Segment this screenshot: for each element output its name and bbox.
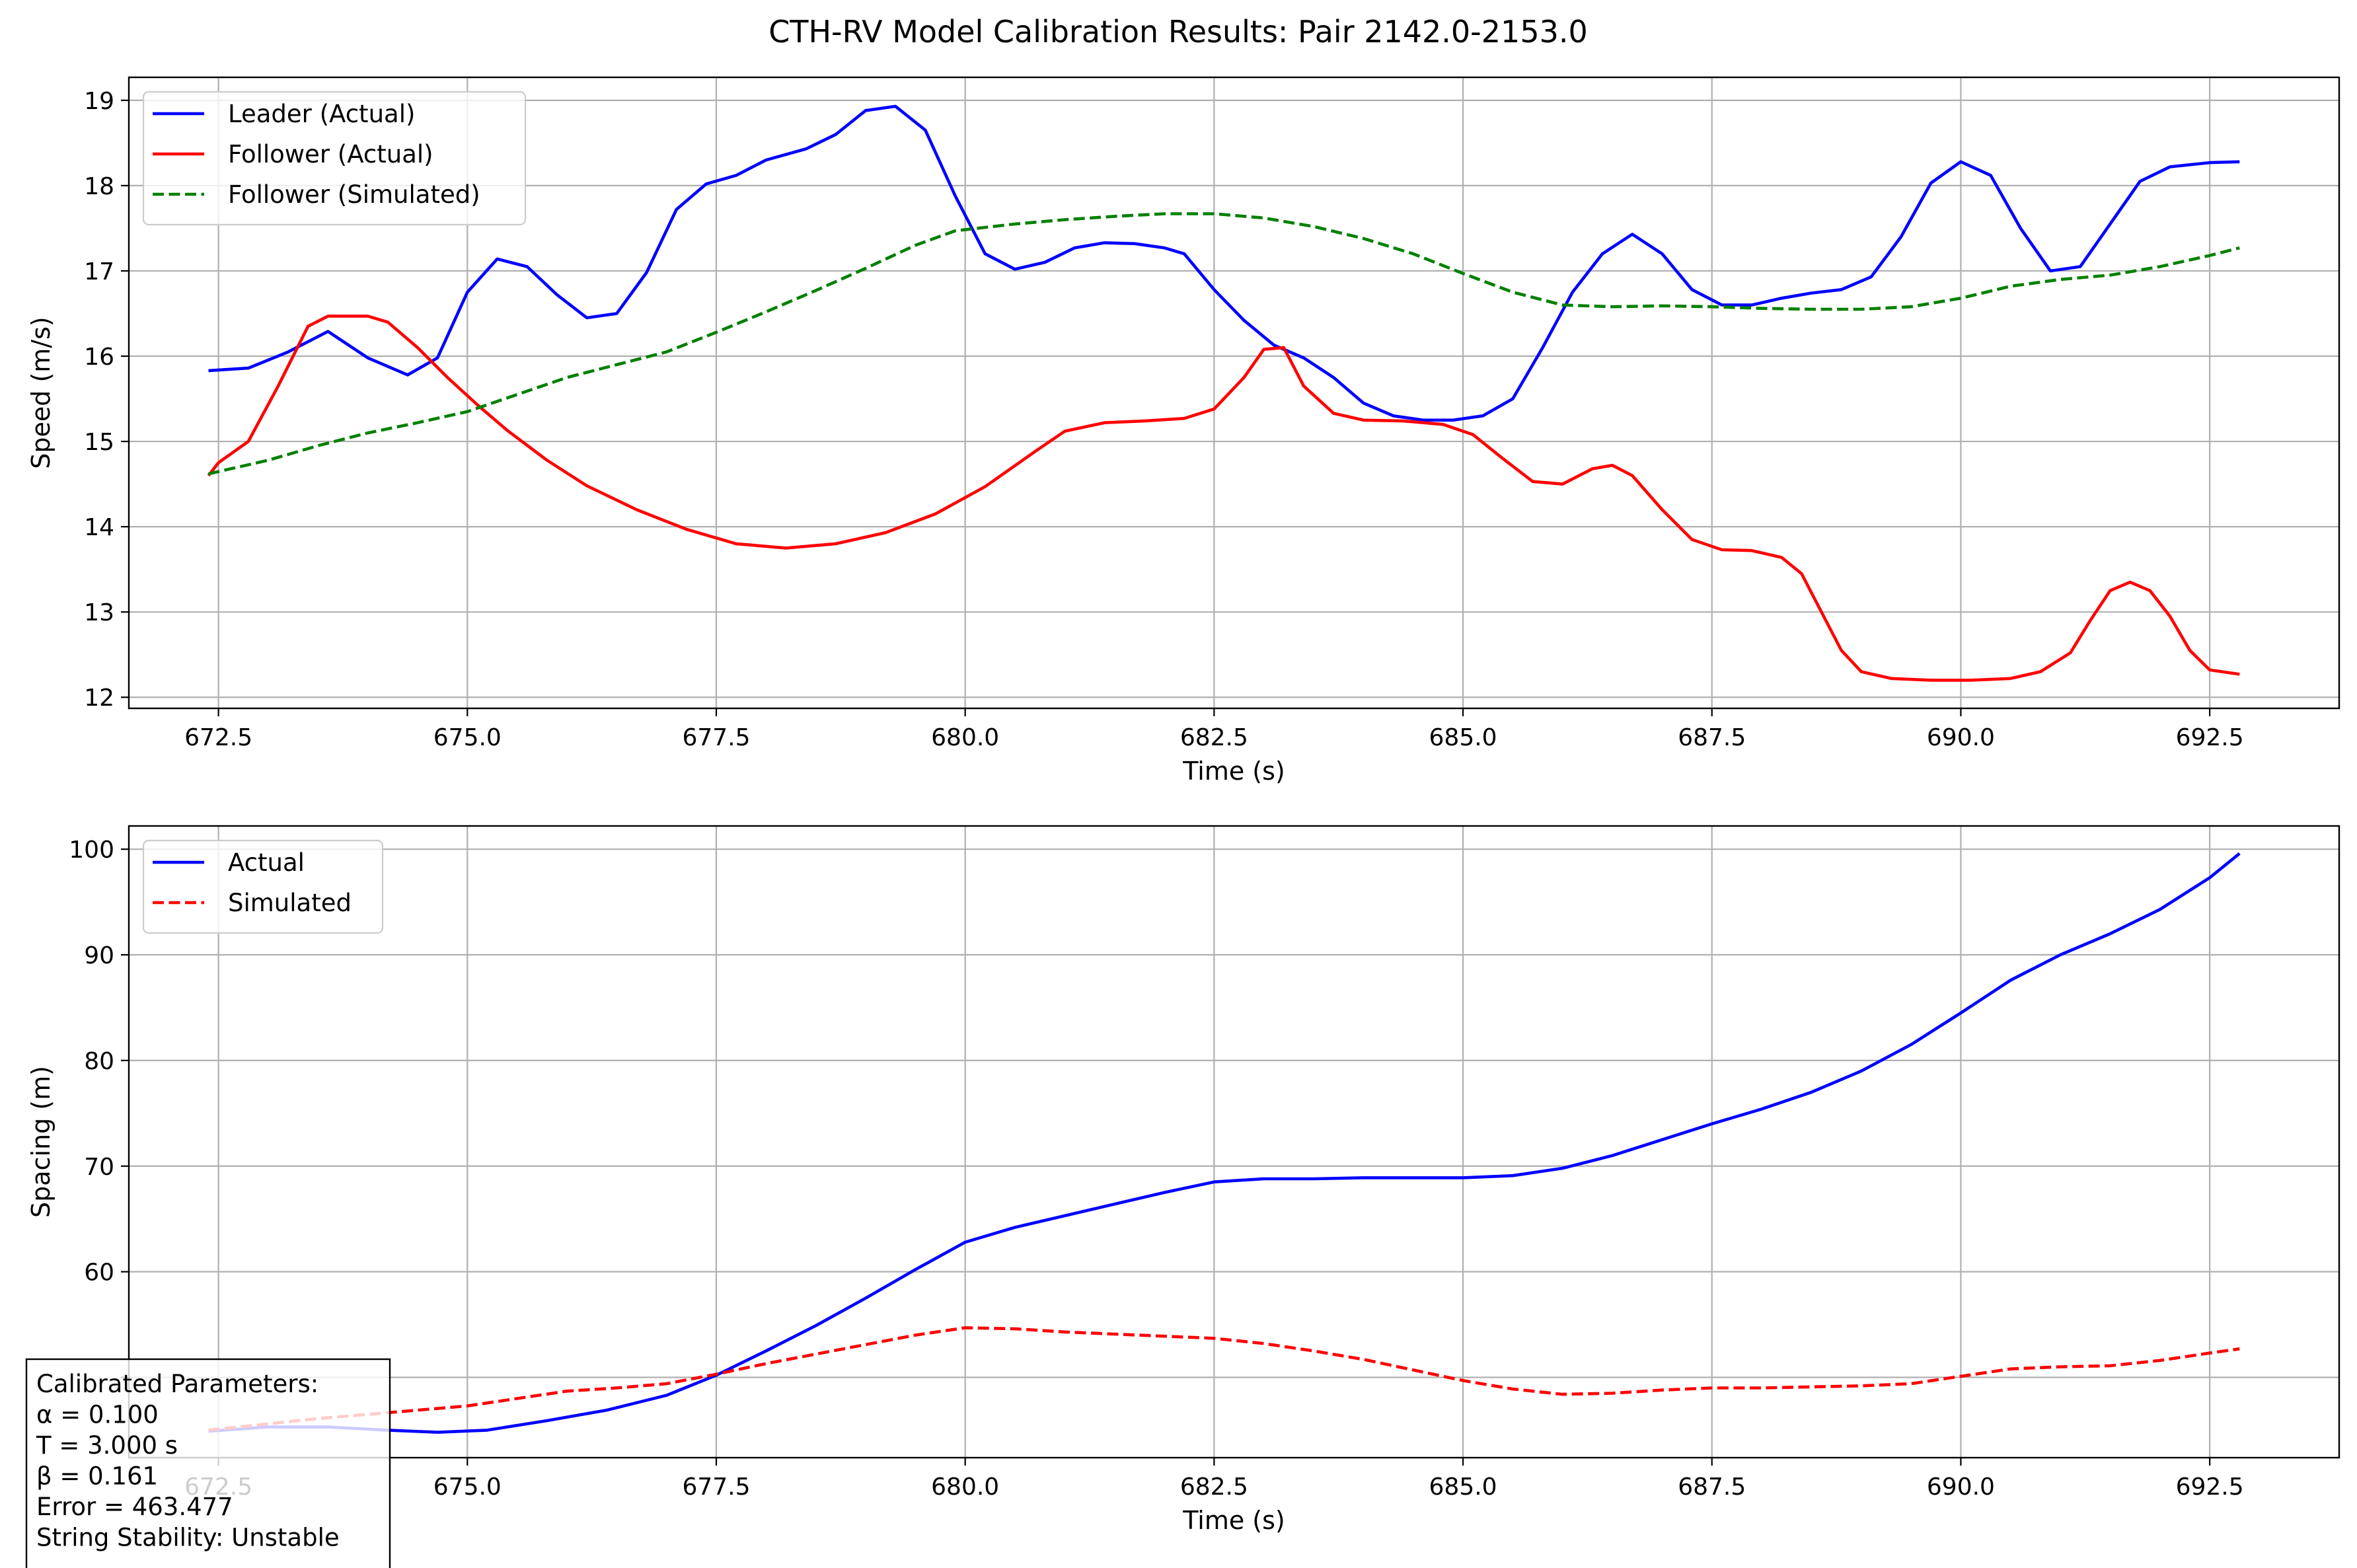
series-line-actual bbox=[208, 852, 2241, 1434]
series-line-follower-simulated bbox=[207, 212, 2240, 476]
y-tick-label: 12 bbox=[84, 685, 114, 712]
parameter-line: Calibrated Parameters: bbox=[36, 1370, 318, 1398]
parameter-line: String Stability: Unstable bbox=[36, 1524, 340, 1552]
x-tick-label: 675.0 bbox=[433, 1474, 502, 1501]
parameters-box-frame bbox=[25, 1358, 391, 1568]
x-tick-label: 672.5 bbox=[184, 724, 252, 751]
axes-frame bbox=[128, 825, 2340, 1459]
x-tick-label: 680.0 bbox=[931, 724, 999, 751]
y-tick-label: 13 bbox=[84, 599, 114, 626]
legend: Leader (Actual) Follower (Actual) Follower… bbox=[142, 91, 527, 226]
y-axis-label: Spacing (m) bbox=[26, 1066, 56, 1218]
x-tick-label: 690.0 bbox=[1927, 724, 1995, 751]
parameter-line: α = 0.100 bbox=[36, 1401, 159, 1429]
x-tick-label: 682.5 bbox=[1180, 724, 1248, 751]
legend: Actual Simulated bbox=[142, 839, 384, 934]
series-line-leader-actual bbox=[208, 104, 2240, 422]
y-tick-label: 80 bbox=[84, 1048, 114, 1075]
parameter-line: β = 0.161 bbox=[36, 1462, 158, 1491]
axes-frame bbox=[128, 76, 2340, 710]
x-axis-label: Time (s) bbox=[1182, 1506, 1285, 1535]
spacing-chart: 672.5675.0677.5680.0682.5685.0687.5690.0… bbox=[26, 825, 2340, 1535]
parameter-line: Error = 463.477 bbox=[36, 1493, 233, 1521]
x-axis-label: Time (s) bbox=[1182, 757, 1285, 786]
x-tick-label: 675.0 bbox=[433, 724, 502, 751]
y-tick-label: 17 bbox=[84, 258, 114, 285]
y-tick-label: 19 bbox=[84, 88, 114, 115]
y-axis-label: Speed (m/s) bbox=[26, 317, 56, 468]
x-tick-label: 687.5 bbox=[1678, 724, 1746, 751]
legend-entry: Actual bbox=[228, 848, 305, 877]
y-tick-label: 15 bbox=[84, 429, 114, 456]
series-line-simulated bbox=[208, 1326, 2240, 1432]
x-tick-label: 692.5 bbox=[2176, 724, 2244, 751]
legend-entry: Leader (Actual) bbox=[228, 100, 415, 128]
x-tick-label: 690.0 bbox=[1927, 1474, 1995, 1501]
legend-entry: Follower (Simulated) bbox=[228, 180, 480, 209]
speed-chart: 672.5 675.0 677.5 680.0 682.5 685.0 687.5 690.0… bbox=[26, 76, 2340, 786]
x-tick-label: 692.5 bbox=[2176, 1474, 2244, 1501]
y-tick-label: 14 bbox=[84, 514, 114, 541]
figure-title: CTH-RV Model Calibration Results: Pair 2… bbox=[768, 14, 1587, 50]
y-tick-label: 60 bbox=[84, 1259, 114, 1287]
parameter-line: T = 3.000 s bbox=[36, 1431, 178, 1460]
x-tick-label: 680.0 bbox=[931, 1474, 999, 1501]
x-tick-label: 677.5 bbox=[682, 724, 750, 751]
x-tick-label: 682.5 bbox=[1180, 1474, 1248, 1501]
x-tick-label: 687.5 bbox=[1678, 1474, 1746, 1501]
legend-frame bbox=[142, 91, 527, 226]
x-tick-label: 685.0 bbox=[1429, 724, 1497, 751]
x-tick-label: 677.5 bbox=[682, 1474, 750, 1501]
series-line-follower-actual bbox=[207, 315, 2240, 682]
y-tick-label: 90 bbox=[84, 942, 114, 969]
legend-entry: Simulated bbox=[228, 889, 352, 917]
y-tick-label: 70 bbox=[84, 1154, 114, 1181]
y-tick-label: 100 bbox=[69, 837, 114, 864]
y-tick-label: 16 bbox=[84, 344, 114, 371]
legend-entry: Follower (Actual) bbox=[228, 140, 433, 168]
y-tick-label: 18 bbox=[84, 173, 114, 200]
x-tick-label: 685.0 bbox=[1429, 1474, 1497, 1501]
